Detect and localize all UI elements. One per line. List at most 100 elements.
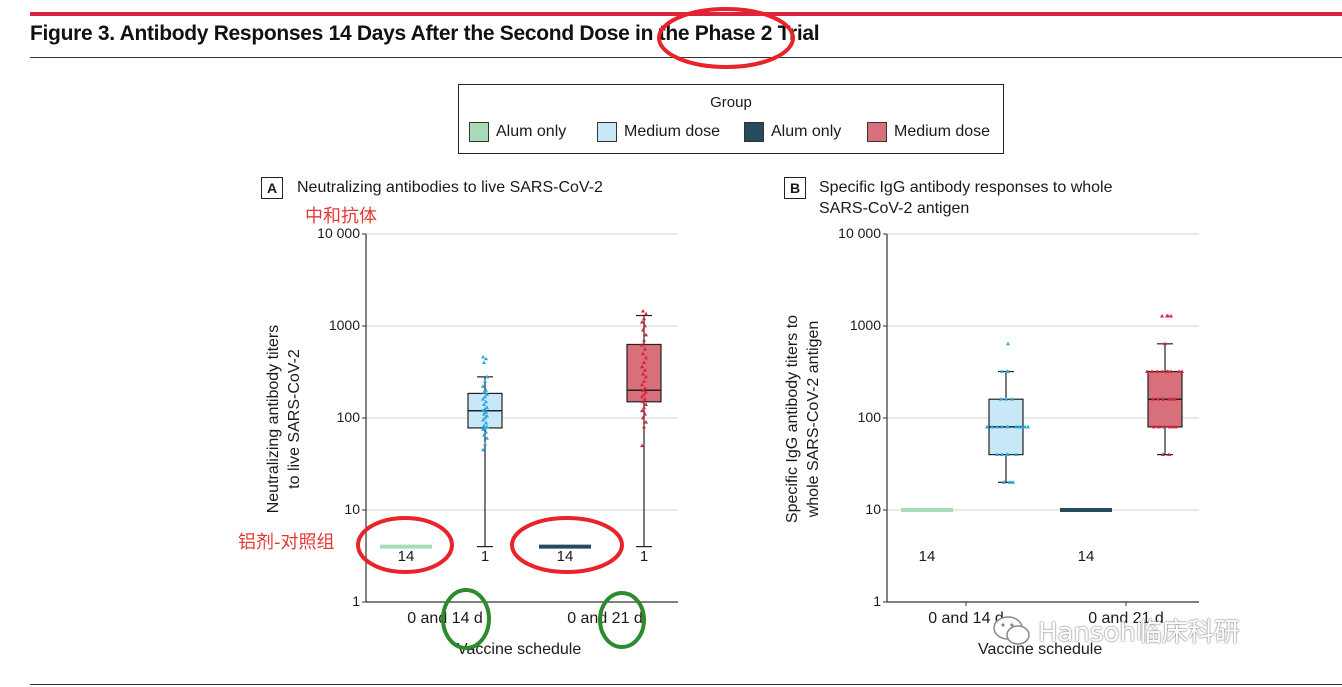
legend-item-medium-14: Medium dose (597, 122, 720, 142)
n-label: 14 (918, 548, 936, 565)
data-point (1169, 313, 1173, 318)
data-point (642, 379, 646, 383)
y-tick-label: 1 (873, 593, 881, 609)
y-tick-label: 10 (344, 501, 360, 517)
data-point (1160, 313, 1164, 318)
data-point (482, 402, 486, 406)
data-point (1171, 424, 1175, 429)
bottom-divider (30, 684, 1342, 685)
n-label: 1 (480, 548, 490, 565)
data-point (999, 397, 1003, 401)
title-divider (30, 57, 1342, 58)
data-point (481, 427, 485, 431)
watermark-text: Hansoh临床科研 (1038, 617, 1240, 648)
panel-a-title: Neutralizing antibodies to live SARS-CoV… (297, 179, 603, 196)
data-point (484, 430, 488, 434)
data-point (481, 397, 485, 401)
data-point (1006, 369, 1010, 373)
y-tick-label: 1 (352, 593, 360, 609)
data-point (641, 388, 645, 392)
data-point (1006, 341, 1010, 346)
panel-a-plot (362, 233, 678, 606)
data-point (641, 399, 645, 404)
data-point (644, 402, 648, 406)
panel-a-letter: A (261, 177, 283, 199)
data-point (485, 436, 489, 440)
data-point (1017, 424, 1021, 429)
data-point (482, 411, 486, 416)
data-point (644, 390, 648, 394)
data-point (642, 338, 646, 342)
data-point (483, 406, 487, 411)
legend-item-alum-21: Alum only (744, 122, 841, 142)
data-point (1145, 369, 1149, 373)
data-point (640, 382, 644, 387)
legend-swatch (597, 122, 617, 142)
data-point (484, 410, 488, 414)
data-point (990, 424, 994, 429)
data-point (485, 374, 489, 379)
legend-label: Alum only (496, 123, 567, 140)
data-point (643, 397, 647, 401)
n-label: 14 (1077, 548, 1095, 565)
legend-swatch (867, 122, 887, 142)
data-point (995, 452, 999, 457)
data-point (1004, 397, 1008, 401)
data-point (482, 423, 486, 428)
data-point (485, 413, 489, 418)
legend-label: Medium dose (624, 123, 721, 140)
data-point (1180, 369, 1184, 373)
data-point (1169, 369, 1173, 373)
data-point (1177, 369, 1181, 373)
top-accent-bar (30, 12, 1342, 16)
panel-b-title-line: SARS-CoV-2 antigen (819, 200, 970, 217)
data-point (640, 364, 644, 369)
y-tick-label: 100 (857, 409, 881, 425)
data-point (640, 342, 644, 347)
legend-swatch (744, 122, 764, 142)
y-tick-label: 10 (865, 501, 881, 517)
data-point (482, 390, 486, 394)
wechat-icon (993, 616, 1030, 645)
data-point (642, 360, 646, 365)
data-point (1157, 424, 1161, 429)
ylabel-line: Neutralizing antibody titers (265, 324, 282, 514)
data-point (1161, 452, 1165, 457)
panel-a-xlabel: Vaccine schedule (457, 641, 582, 658)
data-point (643, 323, 647, 328)
data-point (1166, 313, 1170, 318)
legend-item-alum-14: Alum only (469, 122, 566, 142)
data-point (643, 346, 647, 351)
data-point (1002, 480, 1006, 484)
data-point (483, 415, 487, 420)
data-point (1156, 397, 1160, 401)
data-point (641, 415, 645, 420)
data-point (641, 371, 645, 376)
data-point (485, 392, 489, 396)
legend-box: Group Alum only Medium dose Alum only Me… (458, 84, 1004, 154)
data-point (1006, 424, 1010, 429)
data-point (1020, 424, 1024, 429)
x-tick-label: 0 and 21 d (567, 610, 643, 627)
watermark: Hansoh临床科研 (992, 610, 1240, 650)
data-point (641, 351, 645, 356)
data-point (1023, 424, 1027, 429)
data-point (644, 332, 648, 337)
neutralizing-cn-annotation: 中和抗体 (305, 206, 377, 227)
panel-b-xlabel: Vaccine schedule (978, 641, 1103, 658)
data-point (1167, 452, 1171, 457)
data-point (481, 447, 485, 452)
data-point (640, 408, 644, 413)
data-point (643, 386, 647, 390)
data-point (1173, 397, 1177, 401)
data-point (641, 308, 645, 313)
panel-b-letter: B (784, 177, 806, 199)
data-point (1010, 397, 1014, 401)
data-point (484, 356, 488, 361)
legend-label: Alum only (771, 123, 842, 140)
y-tick-label: 10 000 (317, 225, 360, 241)
data-point (483, 425, 487, 430)
x-tick-label: 0 and 14 d (407, 610, 483, 627)
y-tick-label: 1000 (328, 317, 360, 333)
data-point (1160, 369, 1164, 373)
